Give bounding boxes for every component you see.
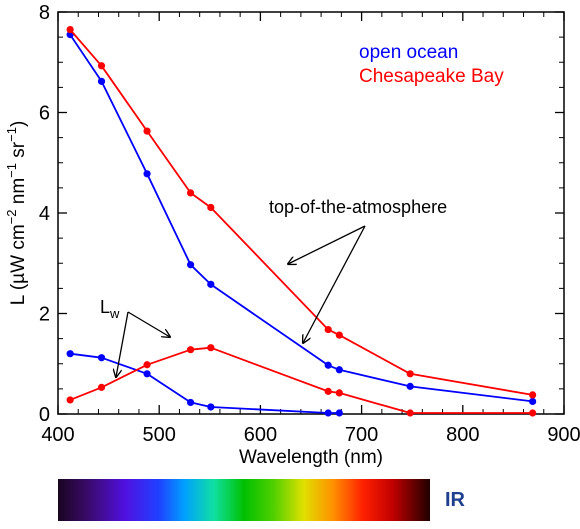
data-point-chesapeake-bay-top-of-the-atmosphere: [406, 370, 414, 378]
toa-annotation-label: top-of-the-atmosphere: [269, 197, 447, 217]
y-tick-label: 8: [39, 2, 50, 24]
x-tick-label: 700: [345, 424, 378, 446]
y-tick-label: 2: [39, 304, 50, 326]
data-point-chesapeake-bay-top-of-the-atmosphere: [529, 391, 537, 399]
data-point-open-ocean-top-of-the-atmosphere: [207, 280, 215, 288]
data-point-chesapeake-bay-lw: [207, 344, 215, 352]
data-point-chesapeake-bay-top-of-the-atmosphere: [186, 189, 195, 197]
spectrum-bar: [58, 479, 430, 521]
data-point-open-ocean-lw: [324, 409, 332, 417]
y-axis-title-exponent: −1: [4, 127, 19, 142]
data-point-open-ocean-top-of-the-atmosphere: [143, 170, 151, 178]
data-point-chesapeake-bay-top-of-the-atmosphere: [335, 331, 343, 339]
data-point-open-ocean-lw: [207, 403, 215, 411]
data-point-chesapeake-bay-lw: [335, 389, 343, 397]
lw-arrow-2: [116, 311, 129, 377]
data-point-open-ocean-lw: [186, 398, 195, 407]
x-tick-label: 500: [143, 424, 176, 446]
y-tick-label: 6: [39, 103, 50, 125]
data-point-chesapeake-bay-lw: [66, 396, 74, 404]
data-point-open-ocean-top-of-the-atmosphere: [529, 397, 537, 406]
x-tick-label: 800: [446, 424, 479, 446]
data-point-chesapeake-bay-top-of-the-atmosphere: [97, 62, 106, 70]
y-axis-title-exponent: −2: [4, 209, 19, 224]
data-point-chesapeake-bay-top-of-the-atmosphere: [207, 203, 215, 212]
data-point-chesapeake-bay-top-of-the-atmosphere: [324, 325, 332, 334]
legend-entry-open-ocean: open ocean: [359, 42, 458, 63]
toa-arrow-1: [288, 225, 366, 264]
legend: open ocean Chesapeake Bay: [359, 42, 504, 87]
legend-entry-chesapeake-bay: Chesapeake Bay: [359, 66, 504, 87]
y-axis-title-exponent: −1: [4, 163, 19, 178]
series-line-chesapeake-bay-lw: [69, 346, 533, 414]
data-point-chesapeake-bay-lw: [529, 409, 537, 417]
ir-label: IR: [445, 489, 466, 511]
data-point-chesapeake-bay-lw: [186, 346, 195, 354]
y-tick-label: 0: [39, 404, 50, 426]
tick-labels: 400 500 600 700 800 900 0 2 4 6 8: [39, 2, 580, 446]
data-point-open-ocean-lw: [335, 409, 343, 417]
y-tick-label: 4: [39, 203, 50, 225]
data-point-open-ocean-top-of-the-atmosphere: [335, 366, 343, 374]
data-point-open-ocean-top-of-the-atmosphere: [97, 77, 106, 85]
y-axis-title: L (µW cm−2 nm−1 sr−1): [4, 121, 29, 306]
lw-annotation-label: Lw: [100, 297, 120, 321]
y-axis-title-part: nm: [8, 178, 29, 210]
x-tick-label: 900: [547, 424, 580, 446]
lw-arrow-1: [127, 311, 170, 337]
data-point-open-ocean-top-of-the-atmosphere: [324, 361, 332, 369]
axis-ticks: [57, 11, 565, 415]
data-point-chesapeake-bay-lw: [143, 361, 151, 369]
y-axis-title-part: ): [8, 121, 29, 127]
x-axis-title: Wavelength (nm): [239, 447, 383, 468]
data-point-chesapeake-bay-lw: [324, 387, 332, 395]
toa-arrow-2: [303, 225, 366, 343]
data-point-open-ocean-top-of-the-atmosphere: [406, 382, 414, 390]
series-line-open-ocean-top-of-the-atmosphere: [69, 34, 533, 403]
lw-label-subscript: w: [109, 306, 120, 321]
x-tick-label: 600: [244, 424, 277, 446]
data-point-open-ocean-lw: [66, 350, 74, 358]
series-layer: [66, 25, 537, 417]
data-point-chesapeake-bay-top-of-the-atmosphere: [66, 25, 74, 34]
data-point-chesapeake-bay-lw: [406, 409, 414, 417]
data-point-chesapeake-bay-lw: [97, 383, 106, 391]
y-axis-title-part: sr: [8, 141, 29, 163]
annotations: top-of-the-atmosphere Lw: [100, 197, 447, 377]
lw-label-main: L: [100, 297, 110, 317]
y-axis-title-part: L (µW cm: [8, 224, 29, 305]
data-point-open-ocean-top-of-the-atmosphere: [186, 261, 195, 269]
data-point-chesapeake-bay-top-of-the-atmosphere: [143, 127, 151, 135]
data-point-open-ocean-lw: [143, 370, 151, 378]
data-point-open-ocean-lw: [97, 354, 106, 362]
x-tick-label: 400: [41, 424, 74, 446]
